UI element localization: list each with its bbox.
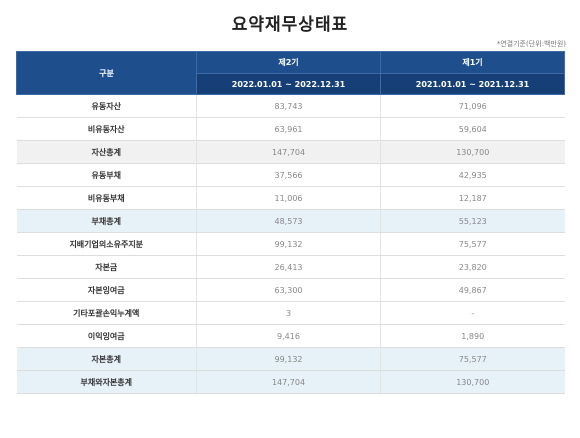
row-value-period-2: 26,413	[196, 255, 381, 279]
row-value-period-1: 75,577	[380, 232, 565, 256]
table-row: 비유동부채 11,006 12,187	[16, 186, 565, 210]
row-value-period-2: 63,300	[196, 278, 381, 302]
row-label: 지배기업의소유주지분	[16, 232, 197, 256]
row-value-period-1: 130,700	[380, 140, 565, 164]
header-period-2: 제2기	[196, 51, 381, 74]
row-value-period-2: 37,566	[196, 163, 381, 187]
row-value-period-2: 147,704	[196, 140, 381, 164]
row-label: 자본금	[16, 255, 197, 279]
unit-note: *연결기준(단위:백만원)	[496, 40, 566, 48]
table-row: 비유동자산 63,961 59,604	[16, 117, 565, 141]
row-value-period-1: -	[380, 301, 565, 325]
table-row: 부채와자본총계 147,704 130,700	[16, 370, 565, 394]
table-row: 유동부채 37,566 42,935	[16, 163, 565, 187]
row-label: 자산총계	[16, 140, 197, 164]
row-value-period-1: 71,096	[380, 94, 565, 118]
table-row: 자본잉여금 63,300 49,867	[16, 278, 565, 302]
row-value-period-2: 99,132	[196, 347, 381, 371]
row-label: 유동자산	[16, 94, 197, 118]
page-title: 요약재무상태표	[231, 15, 349, 35]
row-label: 자본잉여금	[16, 278, 197, 302]
row-label: 부채와자본총계	[16, 370, 197, 394]
row-value-period-1: 75,577	[380, 347, 565, 371]
balance-sheet-table: 구분 제2기 제1기 2022.01.01 ~ 2022.12.31 2021.…	[16, 51, 565, 394]
row-value-period-1: 130,700	[380, 370, 565, 394]
row-label: 비유동자산	[16, 117, 197, 141]
row-value-period-2: 83,743	[196, 94, 381, 118]
row-label: 부채총계	[16, 209, 197, 233]
row-value-period-2: 48,573	[196, 209, 381, 233]
table-row: 기타포괄손익누계액 3-	[16, 301, 565, 325]
table-row: 유동자산 83,743 71,096	[16, 94, 565, 118]
header-gubun: 구분	[16, 51, 197, 95]
header-period-1: 제1기	[380, 51, 565, 74]
row-value-period-2: 63,961	[196, 117, 381, 141]
row-value-period-1: 42,935	[380, 163, 565, 187]
table-row: 지배기업의소유주지분 99,132 75,577	[16, 232, 565, 256]
table-row: 자본금 26,413 23,820	[16, 255, 565, 279]
row-value-period-1: 55,123	[380, 209, 565, 233]
row-value-period-1: 1,890	[380, 324, 565, 348]
row-value-period-2: 3	[196, 301, 381, 325]
row-value-period-1: 59,604	[380, 117, 565, 141]
row-value-period-1: 12,187	[380, 186, 565, 210]
table-row: 자산총계 147,704 130,700	[16, 140, 565, 164]
row-label: 비유동부채	[16, 186, 197, 210]
row-value-period-1: 49,867	[380, 278, 565, 302]
row-label: 이익잉여금	[16, 324, 197, 348]
table-row: 자본총계 99,132 75,577	[16, 347, 565, 371]
row-label: 자본총계	[16, 347, 197, 371]
row-value-period-2: 147,704	[196, 370, 381, 394]
row-value-period-1: 23,820	[380, 255, 565, 279]
row-value-period-2: 9,416	[196, 324, 381, 348]
table-row: 부채총계 48,573 55,123	[16, 209, 565, 233]
table-row: 이익잉여금 9,416 1,890	[16, 324, 565, 348]
row-value-period-2: 99,132	[196, 232, 381, 256]
row-value-period-2: 11,006	[196, 186, 381, 210]
header-range-2: 2022.01.01 ~ 2022.12.31	[196, 73, 381, 95]
header-range-1: 2021.01.01 ~ 2021.12.31	[380, 73, 565, 95]
row-label: 유동부채	[16, 163, 197, 187]
row-label: 기타포괄손익누계액	[16, 301, 197, 325]
